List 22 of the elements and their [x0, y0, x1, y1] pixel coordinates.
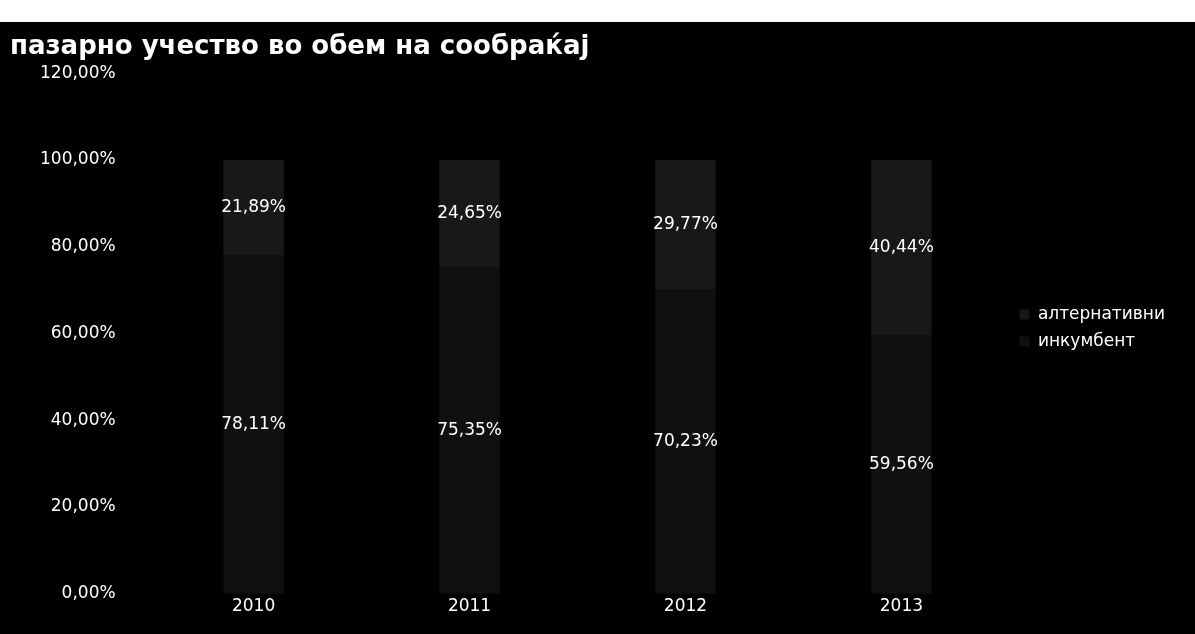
legend-label: алтернативни	[1037, 302, 1166, 323]
data-label: 78,11%	[221, 412, 287, 433]
chart-title: пазарно учество во обем на сообраќај	[10, 30, 590, 61]
x-tick-label: 2012	[663, 595, 708, 616]
data-label: 75,35%	[437, 418, 502, 439]
x-tick-label: 2013	[879, 595, 924, 616]
x-tick-label: 2010	[231, 595, 276, 616]
legend-label: инкумбент	[1037, 329, 1136, 350]
y-tick-label: 80,00%	[50, 235, 116, 256]
y-tick-label: 20,00%	[50, 495, 116, 516]
y-tick-label: 120,00%	[40, 61, 116, 82]
data-label: 24,65%	[437, 201, 502, 222]
y-tick-label: 100,00%	[40, 148, 116, 169]
data-label: 21,89%	[221, 195, 287, 216]
data-label: 59,56%	[869, 453, 934, 474]
x-tick-label: 2011	[447, 595, 492, 616]
y-tick-label: 40,00%	[50, 408, 116, 429]
y-tick-label: 60,00%	[50, 321, 116, 342]
data-label: 70,23%	[653, 429, 718, 450]
data-label: 40,44%	[869, 236, 934, 257]
data-label: 29,77%	[653, 212, 718, 233]
y-tick-label: 0,00%	[61, 582, 116, 603]
